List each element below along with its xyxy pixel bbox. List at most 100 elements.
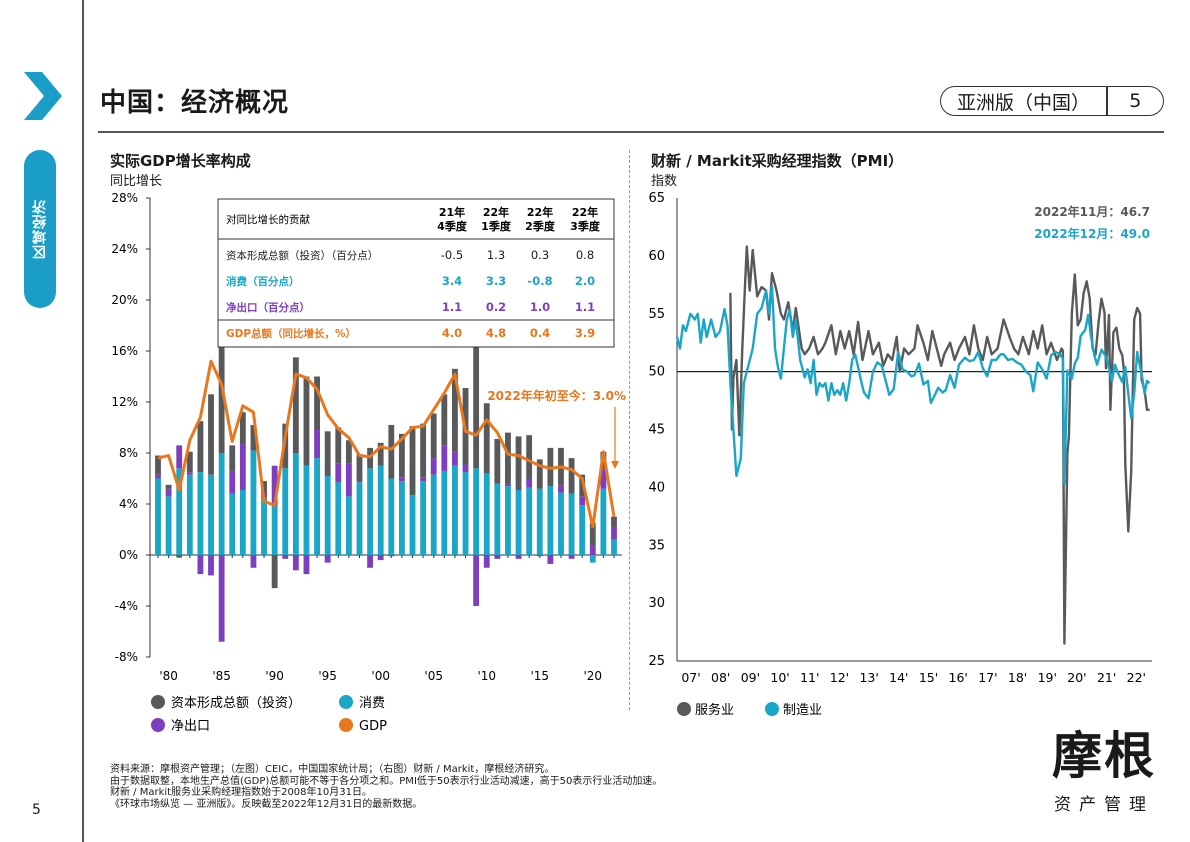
table-cell: 1.1: [575, 300, 595, 314]
right-chart-subtitle: 指数: [651, 174, 678, 189]
bar-investment: [494, 438, 501, 484]
page-title: 中国：经济概况: [100, 88, 290, 118]
y-tick-label: -4%: [115, 599, 138, 613]
table-col-quarter: 1季度: [481, 219, 512, 233]
bar-net-exports: [165, 488, 172, 497]
x-tick-label: '10: [477, 669, 496, 683]
bar-net-exports: [388, 555, 395, 557]
table-cell: -0.8: [527, 274, 552, 288]
y-tick-label: 35: [648, 538, 665, 553]
bar-consumption: [515, 489, 522, 555]
x-tick-label: 17': [978, 670, 997, 685]
legend-marker: [339, 695, 353, 709]
bar-investment: [377, 442, 384, 466]
table-col-year: 21年: [439, 205, 465, 219]
y-tick-label: 60: [648, 249, 665, 264]
bar-consumption: [536, 488, 543, 555]
gdp-line: [157, 359, 616, 529]
bar-consumption: [165, 496, 172, 555]
table-cell: 3.4: [442, 274, 462, 288]
bar-consumption: [473, 468, 480, 555]
bar-investment: [579, 474, 586, 497]
table-col-year: 22年: [527, 205, 553, 219]
table-cell: 3.9: [575, 326, 595, 340]
side-tab-regional-economy[interactable]: 区域经济: [24, 150, 56, 308]
bar-consumption: [155, 478, 161, 555]
bar-investment: [197, 421, 204, 473]
bar-net-exports: [292, 555, 299, 571]
bar-consumption: [600, 488, 607, 555]
header-rule: [98, 131, 1164, 133]
bar-investment: [430, 413, 437, 459]
page-number: 5: [1129, 90, 1142, 112]
x-tick-label: 22': [1127, 670, 1146, 685]
bar-consumption: [271, 505, 278, 555]
bar-consumption: [324, 475, 331, 555]
bar-consumption: [568, 493, 575, 555]
source-line-1: 资料来源：摩根资产管理；（左图）CEIC，中国国家统计局；（右图）财新 / Ma…: [110, 764, 555, 775]
bar-net-exports: [271, 465, 278, 506]
bar-net-exports: [208, 555, 214, 576]
bar-net-exports: [282, 555, 289, 559]
bar-investment: [515, 436, 522, 490]
bar-net-exports: [197, 555, 204, 575]
table-cell: 1.0: [530, 300, 550, 314]
bar-consumption: [377, 465, 384, 555]
y-tick-label: 8%: [119, 446, 138, 460]
bar-consumption: [462, 472, 469, 555]
bar-net-exports: [367, 555, 374, 568]
table-cell: 0.8: [576, 248, 594, 262]
y-tick-label: -8%: [115, 650, 138, 664]
bar-investment: [155, 455, 161, 475]
bar-consumption: [250, 450, 257, 555]
legend-label: 服务业: [695, 702, 734, 718]
bar-investment: [239, 412, 246, 445]
bar-net-exports: [462, 464, 469, 473]
x-tick-label: '90: [265, 669, 284, 683]
x-tick-label: '15: [530, 669, 549, 683]
bar-consumption: [547, 486, 554, 555]
table-cell: 0.3: [531, 248, 549, 262]
y-tick-label: 28%: [111, 191, 138, 205]
bar-net-exports: [611, 526, 617, 540]
legend-label: 资本形成总额（投资）: [171, 695, 301, 711]
bar-net-exports: [568, 555, 575, 559]
table-col-quarter: 2季度: [525, 219, 556, 233]
bar-investment: [398, 433, 405, 478]
legend-marker: [677, 702, 691, 716]
bar-investment: [473, 324, 480, 469]
bar-investment: [505, 432, 511, 484]
bar-net-exports: [473, 555, 480, 606]
bar-consumption: [197, 472, 204, 555]
bar-consumption: [186, 474, 193, 555]
x-tick-label: 09': [741, 670, 760, 685]
bar-consumption: [218, 453, 225, 555]
x-tick-label: '95: [318, 669, 337, 683]
table-col-year: 22年: [483, 205, 509, 219]
table-header-label: 对同比增长的贡献: [226, 213, 310, 226]
chart-divider: [629, 150, 630, 710]
gdp-contribution-chart: 28% 24% 20% 16% 12% 8% 4% 0% -4% -8% '80 '85 '90 '95 '…: [111, 191, 626, 734]
bar-net-exports: [186, 472, 193, 475]
side-tab-label: 区域经济: [32, 199, 48, 259]
bar-net-exports: [589, 546, 596, 555]
chevron-right-icon: [24, 72, 62, 120]
bar-net-exports: [314, 430, 320, 459]
bar-net-exports: [452, 451, 458, 466]
pmi-chart: 65 60 55 50 45 40 35 30 25 07' 08' 09' 10' 11' 12' 13' 1…: [648, 191, 1152, 718]
y-tick-label: 20%: [111, 293, 138, 307]
edition-badge: 亚洲版（中国） 5: [940, 86, 1164, 116]
bar-consumption: [367, 468, 374, 555]
bar-investment: [271, 555, 278, 589]
bar-investment: [536, 459, 543, 489]
table-cell: -0.5: [441, 248, 463, 262]
bar-consumption: [208, 474, 214, 555]
bar-investment: [345, 440, 352, 464]
x-tick-label: 20': [1067, 670, 1086, 685]
ytd-annotation: 2022年年初至今：3.0%: [487, 388, 626, 403]
left-chart-subtitle: 同比增长: [110, 174, 163, 189]
source-line-3: 财新 / Markit服务业采购经理指数始于2008年10月31日。: [110, 787, 372, 798]
bar-consumption: [356, 482, 363, 555]
bar-investment: [420, 423, 427, 478]
table-cell: 2.0: [575, 274, 595, 288]
